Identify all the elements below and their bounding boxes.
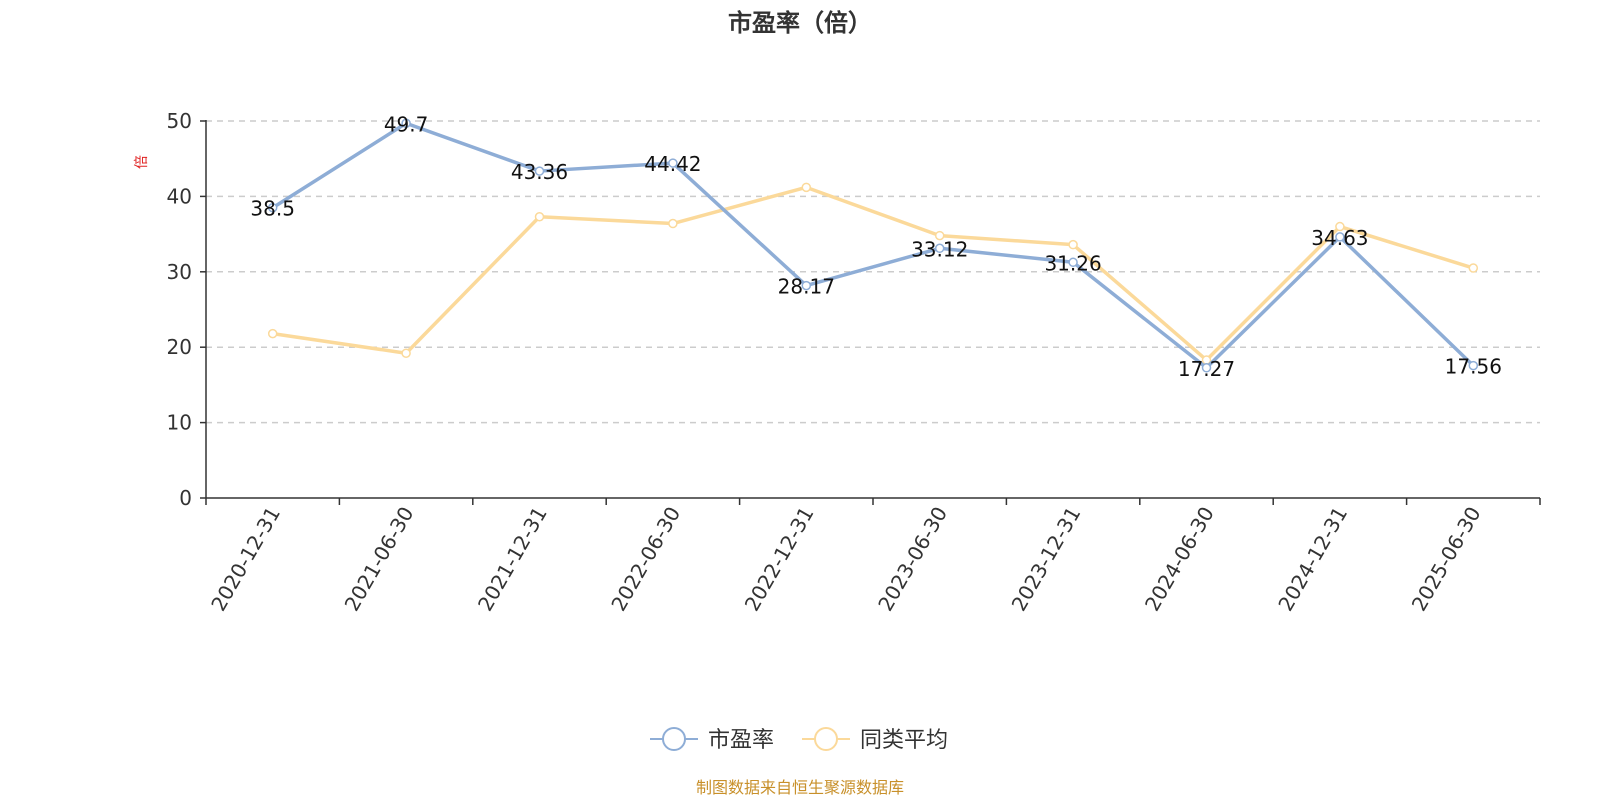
data-labels: 38.5 49.7 43.36 44.42 28.17 33.12 31.26 17.27 34…: [250, 112, 1501, 381]
data-label: 49.7: [384, 112, 429, 136]
y-axis-label: 倍: [134, 155, 150, 169]
legend-item[interactable]: 同类平均: [802, 727, 948, 753]
data-point: [801, 280, 812, 291]
data-label: 17.27: [1178, 357, 1235, 381]
series-lines: [267, 118, 1479, 373]
data-point: [1201, 363, 1212, 373]
y-tick-label: 10: [167, 411, 192, 435]
y-tick-label: 40: [167, 184, 192, 208]
data-source-note: 制图数据来自恒生聚源数据库: [696, 778, 904, 797]
y-tick-label: 50: [167, 109, 192, 133]
y-tick-label: 30: [167, 260, 192, 284]
x-tick-label: 2024-06-30: [1140, 503, 1219, 616]
x-tick-label: 2024-12-31: [1273, 503, 1352, 616]
series-line: [271, 121, 1475, 370]
data-point: [401, 348, 411, 358]
grid-lines: [206, 120, 1540, 424]
data-point: [668, 218, 678, 229]
data-point: [267, 328, 278, 339]
data-label: 43.36: [511, 160, 568, 184]
y-tick-label: 20: [167, 335, 192, 359]
data-point: [267, 202, 278, 213]
x-tick-label: 2021-06-30: [340, 502, 419, 615]
data-label: 28.17: [778, 275, 835, 299]
legend-item[interactable]: 市盈率: [650, 727, 774, 753]
data-point: [801, 182, 812, 193]
data-point: [1335, 221, 1345, 232]
legend-label: 同类平均: [860, 728, 948, 753]
data-point: [1468, 360, 1479, 371]
x-tick-label: 2023-06-30: [873, 502, 952, 615]
data-label: 34.63: [1311, 226, 1368, 250]
x-tick-label: 2025-06-30: [1407, 503, 1486, 616]
data-point: [1068, 239, 1078, 250]
data-point: [534, 166, 545, 176]
data-point: [1468, 263, 1479, 273]
legend-marker-icon: [662, 727, 686, 751]
x-tick-label: 2022-12-31: [740, 503, 819, 616]
legend[interactable]: 市盈率 同类平均: [650, 727, 948, 753]
data-label: 31.26: [1044, 251, 1101, 275]
data-point: [934, 243, 945, 254]
x-tick-label: 2023-12-31: [1007, 503, 1086, 616]
series-line: [272, 185, 1474, 362]
data-label: 44.42: [644, 152, 701, 176]
data-point: [668, 158, 678, 168]
axes: 0 10 20 30 40 50 2020-12-31 2021-06-30 2021-12-3…: [167, 109, 1541, 616]
data-point: [534, 212, 545, 222]
data-point: [1335, 232, 1345, 242]
data-label: 17.56: [1445, 355, 1502, 379]
data-label: 38.5: [250, 197, 295, 221]
x-tick-label: 2022-06-30: [606, 503, 685, 616]
data-point: [1068, 257, 1078, 268]
x-tick-label: 2021-12-31: [473, 503, 552, 616]
data-point: [401, 118, 411, 129]
x-tick-label: 2020-12-31: [206, 503, 285, 616]
legend-label: 市盈率: [708, 728, 774, 753]
data-point: [934, 230, 945, 241]
data-label: 33.12: [911, 237, 968, 261]
y-tick-label: 0: [179, 486, 192, 510]
legend-marker-icon: [814, 727, 838, 751]
chart-title: 市盈率（倍）: [728, 9, 872, 37]
